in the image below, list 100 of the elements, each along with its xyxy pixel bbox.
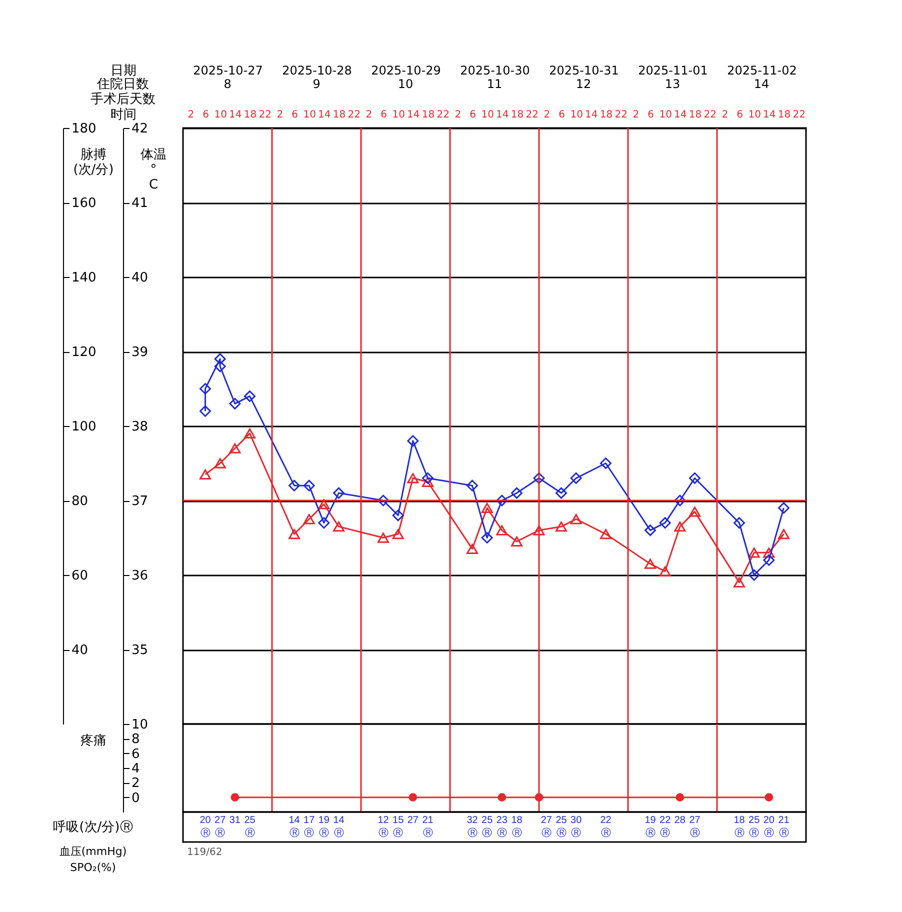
point — [392, 528, 404, 540]
x-tick-label: 22 — [704, 110, 716, 120]
point — [496, 494, 508, 506]
x-tick-label: 2 — [544, 110, 550, 120]
x-tick-label: 18 — [510, 110, 524, 120]
point — [533, 472, 545, 484]
text: 10 — [398, 77, 414, 91]
text: 22 Ⓡ — [600, 815, 612, 839]
text: 手术后天数 — [90, 92, 156, 107]
text: 9 — [312, 77, 320, 91]
text: 25 Ⓡ — [748, 815, 760, 839]
point — [407, 435, 419, 447]
y2-axis-title: 体温 ° C — [140, 148, 166, 192]
point — [674, 494, 686, 506]
point — [288, 528, 300, 540]
text: 8 — [224, 77, 232, 91]
point — [466, 480, 478, 492]
y-tick-label: 100 — [72, 420, 96, 434]
point — [244, 390, 256, 402]
y-tick-label: 160 — [72, 196, 96, 211]
text: 11 — [486, 77, 502, 91]
text: 19 Ⓡ — [644, 815, 656, 839]
y2-tick-label: 36 — [132, 568, 148, 584]
x2-tick-label: 2025-10-29 — [371, 64, 441, 78]
point — [496, 525, 508, 536]
point — [778, 502, 790, 514]
point — [570, 472, 582, 484]
point — [422, 472, 434, 484]
text: 19 Ⓡ — [318, 815, 330, 839]
point — [763, 554, 775, 566]
y-axis-title: 疼痛 — [80, 734, 106, 748]
x-tick-label: 22 — [348, 110, 360, 120]
text: 18 Ⓡ — [511, 815, 522, 839]
point — [600, 528, 612, 540]
point — [333, 521, 344, 532]
x-tick-label: 10 — [570, 110, 583, 120]
point — [600, 458, 612, 469]
x-tick-label: 10 — [481, 110, 494, 120]
x-tick-label: 2 — [276, 110, 284, 120]
point — [303, 480, 315, 492]
point — [674, 521, 686, 532]
x-tick-label: 18 — [688, 110, 702, 120]
y-tick-label: 120 — [72, 345, 96, 360]
point — [748, 569, 760, 581]
y-tick-label: 140 — [72, 270, 96, 286]
point — [407, 473, 419, 484]
point — [303, 514, 315, 524]
point — [200, 469, 211, 480]
x-tick-label: 22 — [614, 110, 628, 120]
x-axis-title: 时间 — [110, 108, 136, 122]
text: 15 Ⓡ — [392, 815, 404, 839]
point — [214, 458, 226, 468]
y2-tick-label: 37 — [132, 494, 148, 509]
point — [511, 536, 522, 547]
x-tick-label: 2 — [366, 110, 372, 120]
text: 30 Ⓡ — [570, 815, 582, 839]
point — [659, 566, 671, 576]
point — [734, 577, 745, 588]
y-tick-label: 40 — [72, 643, 88, 658]
point — [570, 514, 582, 524]
point — [644, 558, 656, 569]
text: 25 Ⓡ — [482, 815, 493, 839]
x-tick-label: 10 — [303, 110, 316, 120]
point — [200, 405, 211, 417]
y-tick-label: 2 — [132, 776, 140, 792]
x-tick-label: 18 — [244, 110, 257, 120]
x-tick-label: 2 — [454, 110, 462, 120]
point — [378, 532, 389, 543]
y-tick-label: 180 — [72, 122, 96, 136]
x-tick-label: 14 — [496, 110, 509, 120]
point — [214, 360, 226, 372]
point — [422, 476, 434, 487]
text: 27 Ⓡ — [689, 815, 700, 839]
y2-tick-label: 42 — [132, 122, 148, 136]
text: 25 Ⓡ — [244, 815, 256, 839]
text: 17 Ⓡ — [304, 815, 315, 839]
text: 13 — [664, 77, 680, 91]
text: 住院日数 — [96, 77, 149, 92]
point — [689, 506, 700, 517]
text: 32 Ⓡ — [466, 815, 478, 839]
x-tick-label: 14 — [407, 110, 420, 120]
x2-tick-label: 2025-10-31 — [549, 64, 619, 78]
x-tick-label: 6 — [380, 110, 387, 120]
point — [644, 524, 656, 536]
point — [288, 480, 300, 492]
x-tick-label: 6 — [558, 110, 565, 120]
text: 21 Ⓡ — [422, 815, 434, 839]
text: 20 Ⓡ — [763, 815, 774, 839]
text: 25 Ⓡ — [556, 815, 567, 839]
point — [511, 487, 522, 499]
point — [392, 510, 404, 522]
x-tick-label: 18 — [600, 110, 613, 120]
y-tick-label: 8 — [132, 732, 140, 748]
point — [481, 502, 493, 514]
point — [244, 428, 256, 439]
point — [481, 532, 493, 544]
x-tick-label: 18 — [778, 110, 791, 120]
text: SPO₂(%) — [70, 861, 116, 874]
y2-tick-label: 38 — [132, 420, 148, 434]
y2-tick-label: 35 — [132, 643, 148, 658]
